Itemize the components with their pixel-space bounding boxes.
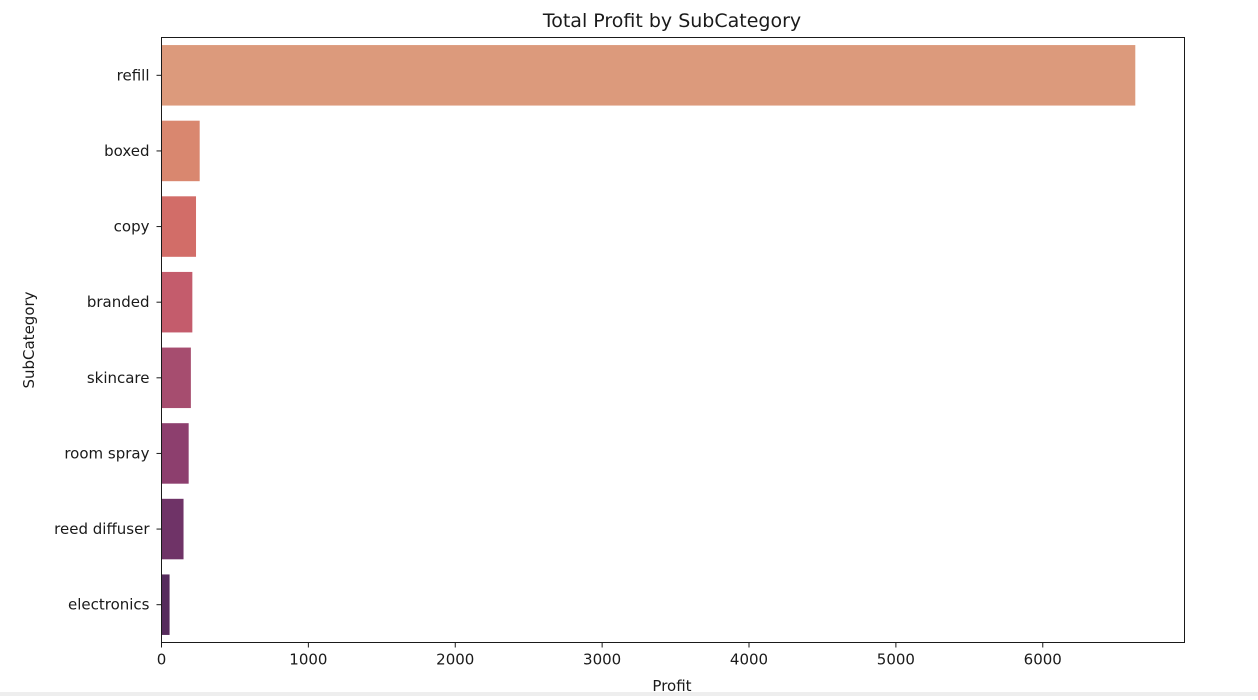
- x-tick-label: 1000: [289, 651, 327, 669]
- y-tick-label: boxed: [104, 142, 149, 160]
- y-axis-label: SubCategory: [20, 291, 38, 388]
- y-tick-label: electronics: [68, 596, 150, 614]
- x-tick-label: 5000: [877, 651, 915, 669]
- y-axis-ticks: refill boxed copy branded skincare room spray…: [54, 66, 162, 614]
- x-tick-label: 6000: [1024, 651, 1062, 669]
- y-tick-label: refill: [117, 66, 150, 84]
- x-axis-label: Profit: [652, 677, 691, 695]
- bar-skincare: [161, 347, 191, 409]
- bar-refill: [161, 45, 1136, 106]
- x-tick-label: 0: [157, 651, 167, 669]
- bars-group: [161, 45, 1136, 635]
- y-tick-label: skincare: [87, 369, 150, 387]
- x-axis-ticks: 0 1000 2000 3000 4000 5000 6000: [157, 642, 1062, 669]
- y-tick-label: copy: [114, 218, 150, 236]
- bar-copy: [161, 196, 197, 257]
- chart-title: Total Profit by SubCategory: [542, 10, 801, 32]
- y-tick-label: reed diffuser: [54, 520, 150, 538]
- bottom-divider: [0, 692, 1258, 696]
- y-tick-label: branded: [87, 293, 150, 311]
- bar-room-spray: [161, 423, 189, 484]
- bar-branded: [161, 271, 193, 333]
- x-tick-label: 4000: [730, 651, 768, 669]
- bar-electronics: [161, 574, 170, 635]
- x-tick-label: 3000: [583, 651, 621, 669]
- plot-area-frame: [161, 37, 1185, 643]
- bar-boxed: [161, 120, 200, 182]
- x-tick-label: 2000: [436, 651, 474, 669]
- bar-reed-diffuser: [161, 498, 184, 560]
- y-tick-label: room spray: [64, 444, 149, 462]
